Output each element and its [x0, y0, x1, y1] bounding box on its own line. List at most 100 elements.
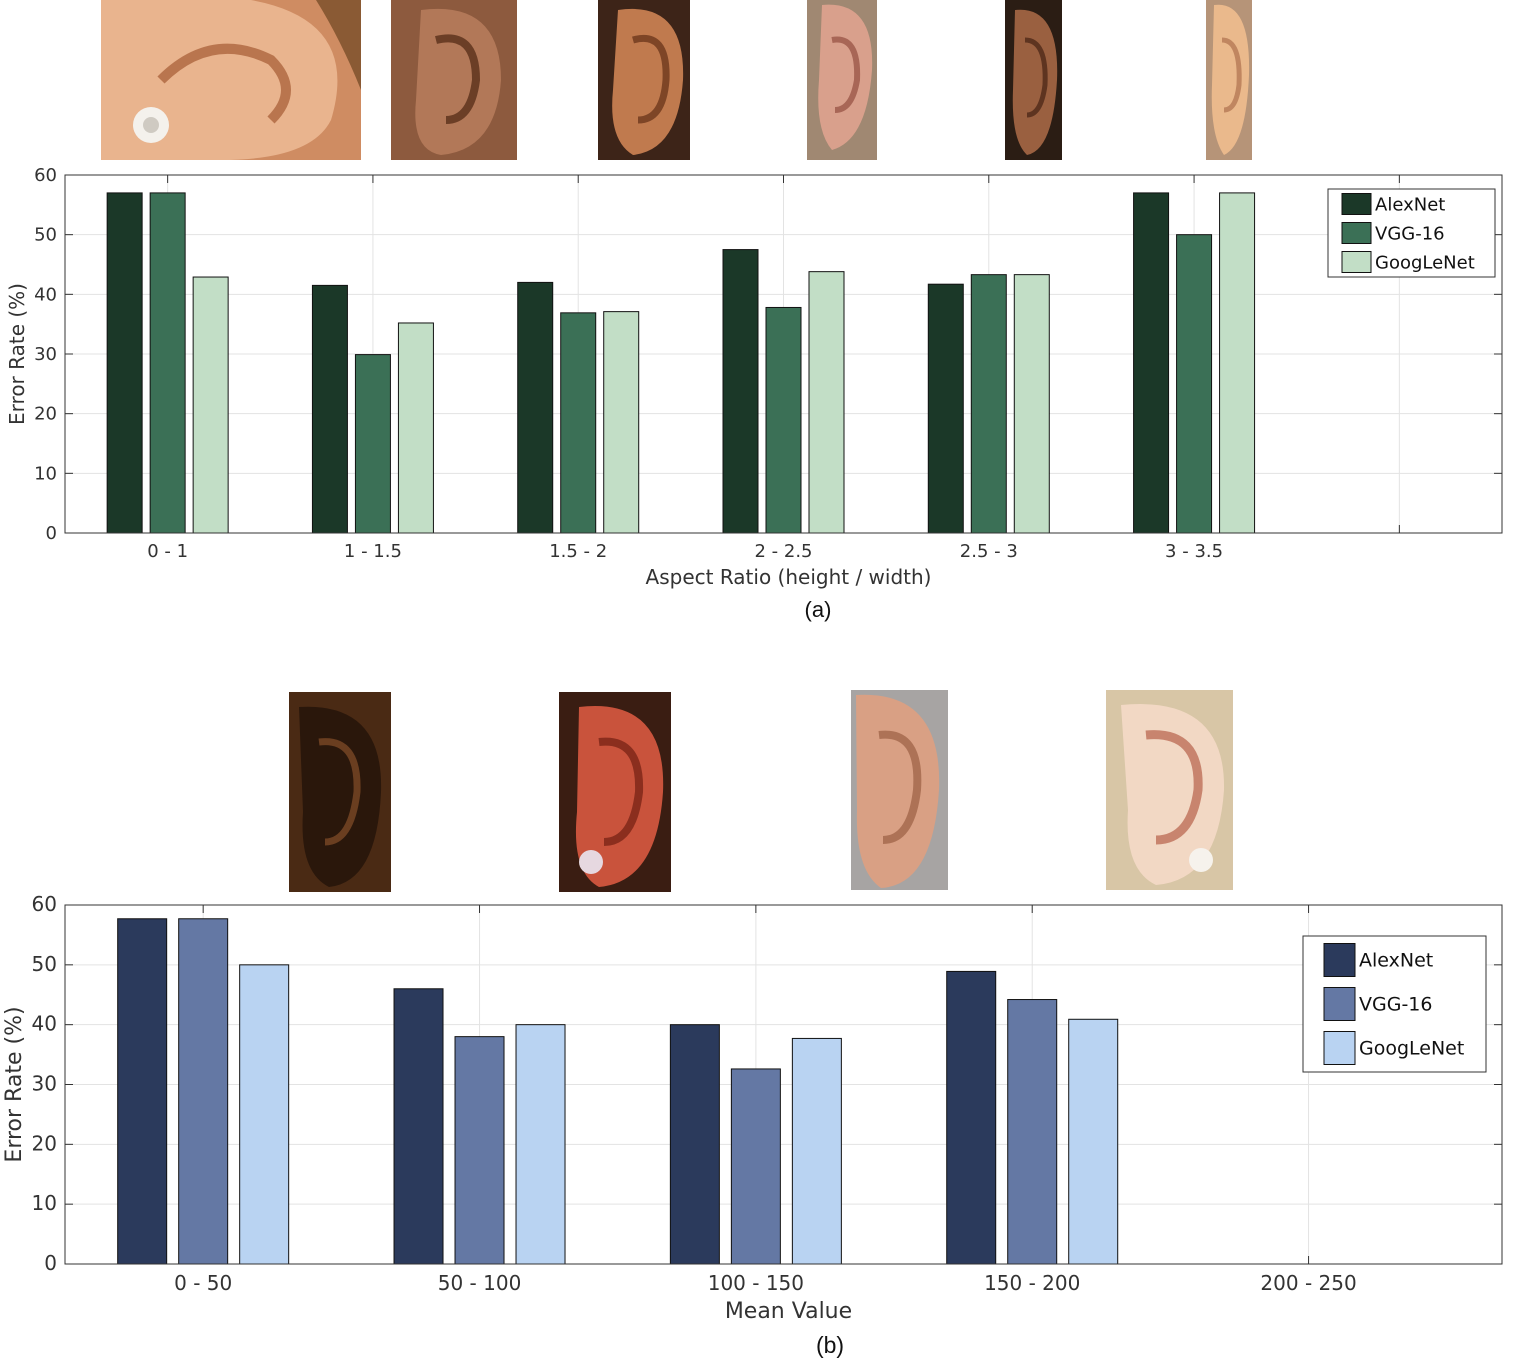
bar-googlenet-3 — [603, 311, 640, 534]
legend-swatch — [1341, 222, 1372, 244]
bar-googlenet-1 — [239, 964, 290, 1265]
legend: AlexNet VGG-16 GoogLeNet — [1302, 935, 1487, 1073]
x-tick-label: 100 - 150 — [708, 1271, 804, 1295]
chart-panel-b: 0 10 20 30 40 50 60 0 - 50 50 - 100 100 - 150 150 … — [2, 892, 1503, 1358]
bar-alexnet-2 — [311, 284, 348, 534]
y-tick-label: 60 — [32, 892, 57, 916]
y-tick-label: 60 — [34, 165, 57, 186]
ear-photo-icon — [807, 0, 877, 160]
bar-googlenet-2 — [515, 1024, 566, 1265]
ear-photo-icon — [559, 692, 671, 892]
panel-a-ear-thumbnail-1 — [101, 0, 361, 160]
legend-entry: VGG-16 — [1359, 994, 1432, 1016]
x-tick-label: 0 - 1 — [147, 541, 188, 562]
axes-box — [64, 904, 1503, 1265]
x-tick-label: 3 - 3.5 — [1165, 541, 1223, 562]
bar-alexnet-4 — [946, 970, 997, 1265]
panel-b-ear-thumbnail-3 — [851, 690, 948, 890]
ear-photo-icon — [1206, 0, 1252, 160]
bar-googlenet-4 — [1068, 1018, 1119, 1265]
bar-vgg-16-2 — [354, 354, 391, 534]
legend-entry: AlexNet — [1375, 194, 1445, 215]
x-tick-label: 1 - 1.5 — [344, 541, 402, 562]
bar-googlenet-5 — [1013, 274, 1050, 534]
y-tick-label: 50 — [34, 225, 57, 246]
panel-b-ear-thumbnail-2 — [559, 692, 671, 892]
bar-vgg-16-1 — [178, 918, 229, 1265]
legend-entry: GoogLeNet — [1359, 1038, 1464, 1060]
y-axis-label: Error Rate (%) — [2, 1006, 27, 1162]
bar-alexnet-3 — [517, 281, 554, 534]
x-tick-label: 1.5 - 2 — [549, 541, 607, 562]
panel-label: (a) — [805, 597, 832, 622]
legend-entry: VGG-16 — [1375, 223, 1445, 244]
y-tick-label: 10 — [32, 1191, 57, 1215]
bar-vgg-16-6 — [1176, 234, 1213, 534]
panel-label: (b) — [816, 1332, 844, 1358]
y-tick-label: 30 — [34, 344, 57, 365]
y-axis-label: Error Rate (%) — [5, 283, 29, 425]
y-tick-label: 20 — [34, 404, 57, 425]
bar-alexnet-6 — [1133, 192, 1170, 534]
bar-vgg-16-3 — [560, 312, 597, 534]
bar-alexnet-4 — [722, 249, 759, 534]
bar-alexnet-3 — [669, 1024, 720, 1265]
bar-alexnet-1 — [106, 192, 143, 534]
axes-box — [64, 174, 1503, 534]
panel-a-ear-thumbnail-3 — [598, 0, 690, 160]
x-tick-label: 150 - 200 — [984, 1271, 1080, 1295]
ear-photo-icon — [289, 692, 391, 892]
legend-swatch — [1323, 943, 1356, 977]
y-tick-label: 0 — [46, 523, 57, 544]
legend-swatch — [1323, 1031, 1356, 1065]
bar-vgg-16-4 — [1007, 999, 1058, 1265]
y-tick-label: 40 — [32, 1012, 57, 1036]
bar-vgg-16-4 — [765, 306, 802, 534]
x-tick-label: 0 - 50 — [174, 1271, 232, 1295]
ear-photo-icon — [1005, 0, 1062, 160]
bar-alexnet-5 — [927, 283, 964, 534]
ear-photo-icon — [101, 0, 361, 160]
legend: AlexNet VGG-16 GoogLeNet — [1327, 188, 1496, 278]
x-tick-label: 2.5 - 3 — [960, 541, 1018, 562]
bar-vgg-16-2 — [454, 1036, 505, 1265]
bar-googlenet-3 — [791, 1037, 842, 1265]
bar-alexnet-2 — [393, 988, 444, 1265]
y-tick-label: 20 — [32, 1131, 57, 1155]
panel-a-ear-thumbnail-5 — [1005, 0, 1062, 160]
bar-googlenet-1 — [192, 276, 229, 534]
y-tick-label: 0 — [44, 1251, 57, 1275]
ear-photo-icon — [391, 0, 517, 160]
panel-b-ear-thumbnail-1 — [289, 692, 391, 892]
y-tick-label: 40 — [34, 284, 57, 305]
ear-photo-icon — [1106, 690, 1233, 890]
legend-entry: GoogLeNet — [1375, 252, 1475, 273]
ear-photo-icon — [851, 690, 948, 890]
legend-swatch — [1341, 251, 1372, 273]
y-tick-label: 10 — [34, 463, 57, 484]
legend-swatch — [1341, 193, 1372, 215]
bar-vgg-16-3 — [730, 1068, 781, 1265]
x-tick-label: 50 - 100 — [438, 1271, 522, 1295]
panel-a-ear-thumbnail-6 — [1206, 0, 1252, 160]
bar-googlenet-6 — [1219, 192, 1256, 534]
x-tick-label: 2 - 2.5 — [754, 541, 812, 562]
bar-googlenet-2 — [397, 322, 434, 534]
y-tick-label: 50 — [32, 952, 57, 976]
ear-photo-icon — [598, 0, 690, 160]
x-axis-label: Aspect Ratio (height / width) — [646, 565, 932, 589]
panel-a-ear-thumbnail-4 — [807, 0, 877, 160]
panel-b-ear-thumbnail-4 — [1106, 690, 1233, 890]
panel-a-ear-thumbnail-2 — [391, 0, 517, 160]
chart-panel-a: 0 10 20 30 40 50 60 0 - 1 1 - 1.5 1.5 - 2 2 - 2.5 2… — [5, 165, 1503, 622]
legend-entry: AlexNet — [1359, 950, 1433, 972]
bar-vgg-16-5 — [970, 274, 1007, 534]
bar-vgg-16-1 — [149, 192, 186, 534]
bar-googlenet-4 — [808, 271, 845, 534]
bar-alexnet-1 — [117, 918, 168, 1265]
x-tick-label: 200 - 250 — [1260, 1271, 1356, 1295]
legend-swatch — [1323, 987, 1356, 1021]
x-axis-label: Mean Value — [725, 1299, 852, 1324]
y-tick-label: 30 — [32, 1072, 57, 1096]
